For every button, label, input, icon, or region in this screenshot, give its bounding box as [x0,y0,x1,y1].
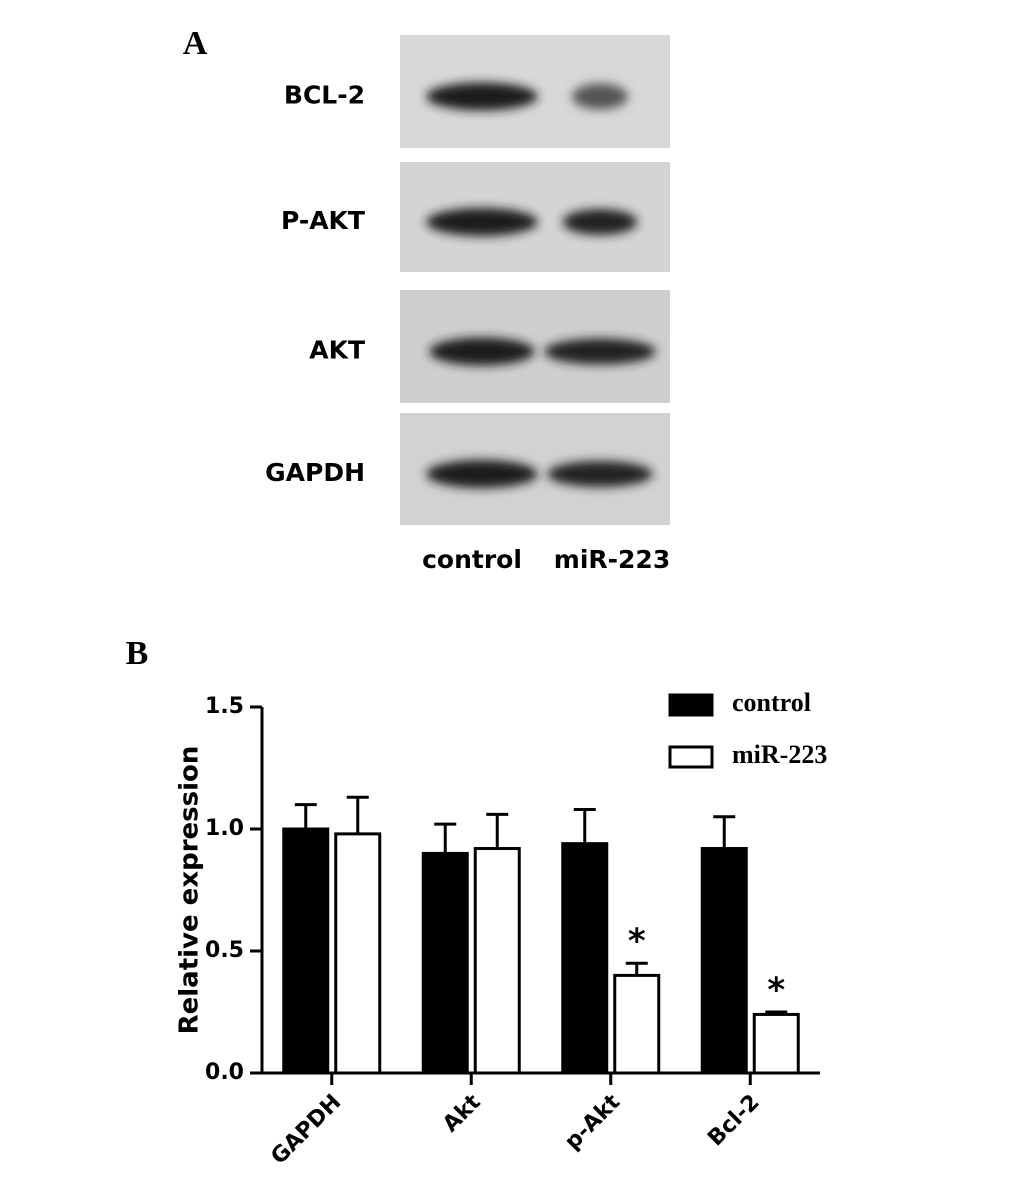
y-tick-label: 0.0 [205,1060,244,1085]
significance-mark: * [767,971,785,1011]
bar [752,1012,800,1075]
lane-label: control [422,545,522,574]
blot-band [562,209,638,235]
y-tick-label: 0.5 [205,938,244,963]
bar [561,842,609,1075]
lane-label: miR-223 [554,545,670,574]
blot-row-label: P-AKT [281,206,365,235]
bar [473,847,521,1075]
panel-label: A [183,25,208,62]
blot-band [426,208,538,236]
blot-band [572,83,628,110]
blot-band [544,338,656,365]
blot-band [429,337,535,366]
y-tick-label: 1.0 [205,816,244,841]
x-tick-label: Bcl-2 [703,1090,764,1151]
blot-band [547,461,653,487]
blot-row-label: GAPDH [265,458,365,487]
blot-band [426,82,538,111]
blot-row-label: BCL-2 [284,81,365,110]
bar-chart: 0.0 0.5 1.0 1.5 GAPDH Akt p-Akt * Bcl-2 * control m… [205,688,827,1170]
x-tick-label: p-Akt [560,1089,625,1154]
y-tick-label: 1.5 [205,694,244,719]
bar [700,847,748,1075]
legend-label: miR-223 [732,740,827,769]
legend-swatch [668,693,714,717]
panel-label: B [126,635,149,672]
legend-label: control [732,688,811,717]
bar [334,832,382,1075]
legend-swatch [668,745,714,769]
western-blot: BCL-2 P-AKT AKT GAPDH control miR-223 [265,35,670,574]
x-tick-label: Akt [438,1089,486,1137]
blot-band [426,460,538,488]
y-axis-label: Relative expression [175,746,205,1035]
bar [421,851,469,1075]
bar [613,973,661,1075]
significance-mark: * [628,922,646,962]
blot-row-label: AKT [309,336,365,365]
x-tick-label: GAPDH [266,1090,346,1170]
bar [282,827,330,1075]
